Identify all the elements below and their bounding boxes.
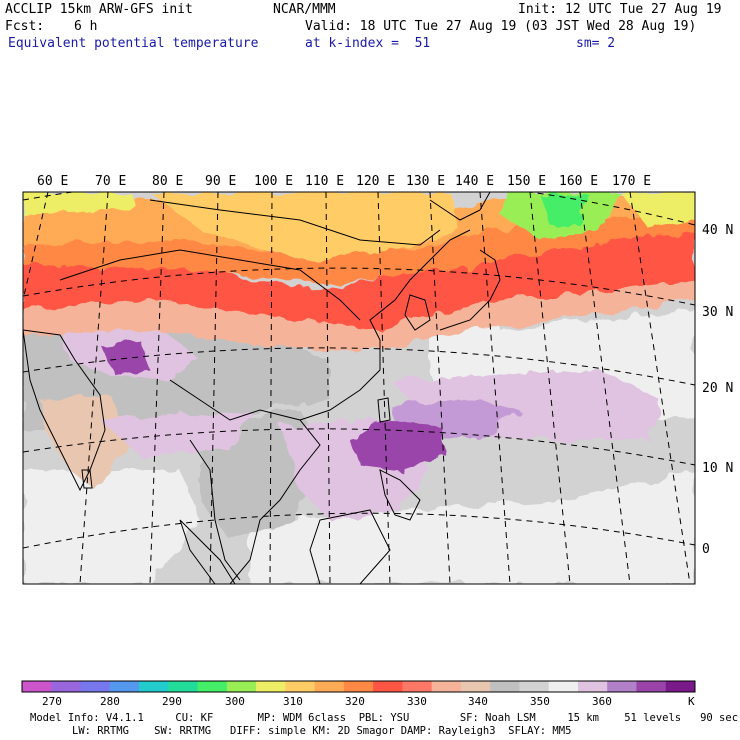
colorbar-tick-label: 360 (592, 695, 612, 708)
model-title: ACCLIP 15km ARW-GFS init (5, 2, 193, 17)
init-time: Init: 12 UTC Tue 27 Aug 19 (518, 2, 722, 17)
colorbar-tick-label: 330 (407, 695, 427, 708)
vertical-level: at k-index = 51 (305, 36, 431, 51)
colorbar-cell (80, 681, 111, 692)
field-name: Equivalent potential temperature (8, 36, 259, 51)
lon-label: 150 E (507, 174, 546, 189)
field-band-315 (150, 192, 460, 260)
lon-label: 100 E (254, 174, 293, 189)
colorbar-cell (402, 681, 433, 692)
lon-label: 110 E (305, 174, 344, 189)
colorbar-cell (285, 681, 316, 692)
lon-label: 160 E (559, 174, 598, 189)
colorbar-unit: K (688, 695, 695, 708)
colorbar-cell (343, 681, 374, 692)
lat-label: 10 N (702, 461, 733, 476)
field-band-360-equator (250, 470, 695, 584)
colorbar-cell (51, 681, 82, 692)
lat-label: 30 N (702, 305, 733, 320)
sumatra-coastline (179, 519, 236, 584)
colorbar-tick-label: 350 (530, 695, 550, 708)
india-coastline (23, 329, 106, 492)
field-band-310-east (620, 192, 695, 230)
field-band-365-bay (100, 410, 250, 455)
map-frame (22, 191, 696, 585)
colorbar-cell (519, 681, 550, 692)
philippines-coastline (379, 469, 421, 521)
lat-label: 40 N (702, 223, 733, 238)
forecast-label: Fcst: (5, 19, 45, 34)
lon-label: 140 E (455, 174, 494, 189)
forecast-hour: 6 h (74, 19, 98, 34)
colorbar-cell (431, 681, 462, 692)
malay-coastline (189, 439, 241, 581)
colorbar-cell (490, 681, 520, 692)
korea-coastline (404, 294, 431, 331)
colorbar-cell (607, 681, 637, 692)
colorbar-cell (226, 681, 257, 692)
lat-label: 0 (702, 542, 710, 557)
colorbar-cell (665, 681, 696, 692)
lon-label: 90 E (205, 174, 236, 189)
sri-lanka-coastline (81, 469, 93, 489)
mongolia-border (149, 199, 441, 246)
colorbar-cell (373, 681, 403, 692)
smoothing-label: sm= 2 (576, 36, 616, 51)
colorbar-tick-label: 300 (225, 695, 245, 708)
lon-label: 80 E (152, 174, 183, 189)
colorbar-cell (314, 681, 345, 692)
taiwan-coastline (377, 397, 391, 423)
china-coastline (299, 229, 471, 421)
colorbar-cell (197, 681, 228, 692)
colorbar-tick-label: 290 (162, 695, 182, 708)
colorbar-cell (22, 681, 52, 692)
field-band-300 (540, 195, 590, 225)
japan-coastline (439, 249, 501, 331)
meridian-60e (23, 192, 49, 301)
colorbar-tick-label: 270 (42, 695, 62, 708)
model-info-line-2: LW: RRTMG SW: RRTMG DIFF: simple KM: 2D … (72, 725, 572, 737)
colorbar-tick-label: 310 (283, 695, 303, 708)
lon-label: 130 E (406, 174, 445, 189)
theta-e-map: 60 E 70 E 80 E 90 E 100 E 110 E 120 E 130 E 140 … (22, 174, 733, 585)
colorbar-cell (460, 681, 491, 692)
model-info-line-1: Model Info: V4.1.1 CU: KF MP: WDM 6class… (30, 712, 739, 724)
colorbar-cell (577, 681, 608, 692)
lat-label: 20 N (702, 381, 733, 396)
field-band-310 (23, 192, 140, 215)
indochina-coastline (169, 379, 321, 584)
lon-label: 170 E (612, 174, 651, 189)
russia-border (429, 192, 491, 221)
organization-label: NCAR/MMM (273, 2, 336, 17)
field-band-360-south (23, 470, 200, 584)
colorbar-cell (168, 681, 199, 692)
colorbar-cell (256, 681, 286, 692)
colorbar-tick-label: 280 (100, 695, 120, 708)
colorbar-cell (636, 681, 667, 692)
meridian-170e (629, 192, 691, 584)
colorbar-tick-label: 340 (468, 695, 488, 708)
china-border (59, 249, 361, 321)
colorbar-cell (548, 681, 579, 692)
latlon-grid (23, 192, 695, 584)
field-band-340 (23, 270, 695, 350)
field-band-375-north-india (100, 340, 150, 375)
lon-label: 120 E (356, 174, 395, 189)
field-band-375-pacific (350, 420, 445, 470)
colorbar-tick-label: 320 (345, 695, 365, 708)
lon-label: 70 E (95, 174, 126, 189)
coastlines (23, 192, 501, 584)
borneo-coastline (309, 509, 391, 584)
valid-time: Valid: 18 UTC Tue 27 Aug 19 (03 JST Wed … (305, 19, 697, 34)
lon-label: 60 E (37, 174, 68, 189)
colorbar-cell (109, 681, 140, 692)
colorbar-cell (139, 681, 169, 692)
colorbar-frame (21, 680, 696, 693)
field-band-345-india (40, 395, 130, 490)
